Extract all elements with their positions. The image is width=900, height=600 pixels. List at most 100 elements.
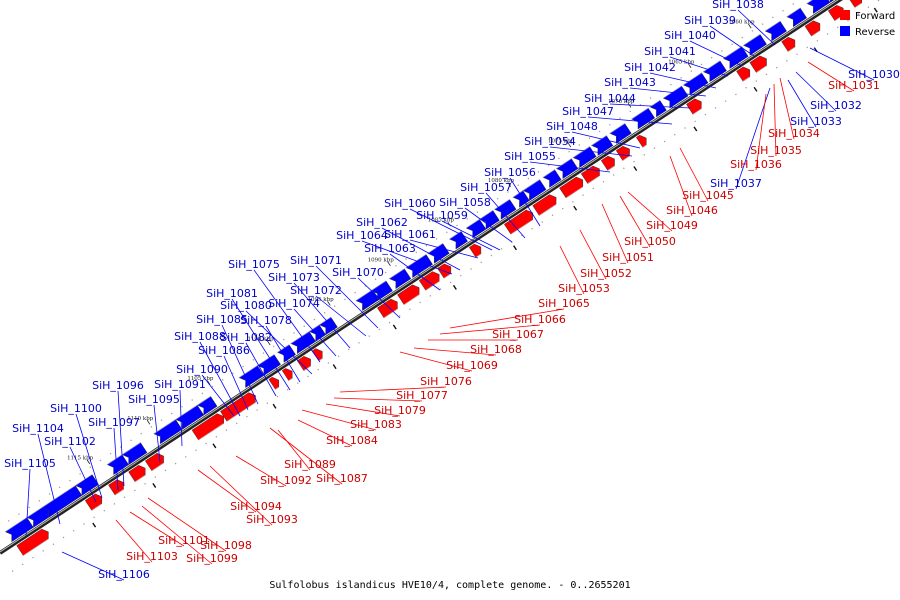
forward-gene-label: SiH_1092 [260, 474, 312, 487]
reverse-gene-38-shade [743, 33, 761, 46]
reverse-gene-label: SiH_1070 [332, 266, 384, 279]
forward-gene-15-shade [443, 273, 452, 279]
reverse-gene-18-shade [388, 268, 405, 279]
forward-gene-label: SiH_1046 [666, 204, 718, 217]
forward-gene-label: SiH_1093 [246, 513, 298, 526]
genome-backbone [0, 0, 881, 572]
forward-gene-16-shade [475, 253, 482, 258]
forward-gene-25 [736, 66, 751, 82]
reverse-gene-26 [522, 179, 547, 202]
forward-gene-4-shade [134, 474, 146, 483]
reverse-gene-4 [74, 474, 99, 496]
reverse-gene-label: SiH_1091 [154, 378, 206, 391]
genome-caption: Sulfolobus islandicus HVE10/4, complete … [269, 580, 630, 591]
reverse-gene-label: SiH_1082 [220, 331, 272, 344]
forward-strand-genes [16, 0, 862, 557]
reverse-gene-label: SiH_1064 [336, 229, 388, 242]
forward-leader-line [627, 191, 673, 232]
forward-gene-22 [615, 145, 630, 161]
reverse-leader-line [75, 413, 103, 499]
reverse-leader-line [245, 342, 277, 397]
reverse-gene-label: SiH_1054 [524, 135, 576, 148]
reverse-gene-21-shade [449, 230, 462, 240]
forward-gene-22-shade [622, 155, 630, 161]
reverse-leader-line [737, 9, 776, 46]
legend-label-forward: Forward [855, 11, 895, 22]
forward-gene-28 [804, 20, 821, 37]
reverse-gene-label: SiH_1038 [712, 0, 764, 11]
reverse-gene-label: SiH_1085 [196, 313, 248, 326]
reverse-leader-line [117, 390, 125, 487]
reverse-gene-40 [786, 7, 808, 28]
reverse-leader-line [61, 551, 125, 581]
reverse-gene-39-shade [764, 20, 781, 32]
reverse-gene-5 [106, 454, 129, 476]
reverse-leader-line [485, 192, 526, 239]
reverse-leader-line [25, 468, 31, 537]
forward-tick-mark [693, 126, 698, 132]
reverse-leader-line [669, 56, 729, 77]
forward-leader-line [129, 511, 185, 547]
reverse-gene-36 [702, 60, 727, 83]
reverse-gene-15-shade [318, 316, 332, 326]
forward-gene-3 [108, 479, 124, 496]
reverse-leader-line [113, 427, 119, 491]
scale-tick-label: 1065 kbp [668, 59, 695, 65]
reverse-gene-label: SiH_1048 [546, 120, 598, 133]
forward-leader-line [601, 203, 629, 264]
forward-gene-18 [532, 194, 557, 216]
forward-gene-13 [397, 284, 420, 306]
forward-gene-8 [268, 376, 280, 390]
reverse-gene-9-shade [196, 395, 211, 406]
forward-gene-label: SiH_1066 [514, 313, 566, 326]
forward-gene-5-shade [151, 462, 164, 472]
reverse-leader-line [441, 220, 501, 251]
reverse-gene-label: SiH_1063 [364, 242, 416, 255]
forward-tick-mark [152, 482, 157, 488]
reverse-leader-line [787, 79, 817, 128]
forward-leader-line [269, 427, 343, 485]
reverse-gene-10-shade [238, 365, 258, 379]
scale-tick-mark [86, 459, 91, 465]
forward-gene-label: SiH_1089 [284, 458, 336, 471]
forward-gene-label: SiH_1034 [768, 127, 820, 140]
reverse-gene-label: SiH_1095 [128, 393, 180, 406]
reverse-leader-line [689, 40, 743, 67]
forward-leader-line [779, 77, 795, 140]
forward-gene-label: SiH_1076 [420, 375, 472, 388]
forward-gene-label: SiH_1087 [316, 472, 368, 485]
reverse-gene-6 [121, 442, 148, 466]
forward-gene-label: SiH_1035 [750, 144, 802, 157]
backbone-highlight [0, 0, 839, 553]
forward-gene-2-shade [91, 503, 103, 511]
reverse-leader-line [199, 341, 241, 417]
forward-gene-19-shade [565, 186, 584, 199]
reverse-gene-label: SiH_1071 [290, 254, 342, 267]
reverse-leader-line [464, 207, 513, 243]
forward-gene-23-shade [642, 144, 647, 148]
scale-tick-mark [146, 419, 151, 425]
reverse-leader-line [293, 308, 337, 357]
reverse-leader-line [571, 131, 641, 149]
reverse-leader-line [587, 116, 673, 125]
reverse-leader-line [795, 71, 837, 112]
forward-gene-21 [600, 155, 615, 171]
reverse-leader-line [381, 227, 461, 271]
forward-gene-12-shade [383, 308, 398, 319]
reverse-gene-3-shade [41, 485, 76, 508]
forward-gene-14-shade [425, 281, 440, 291]
reverse-leader-line [509, 177, 541, 227]
scale-tick-label: 1110 kbp [127, 416, 154, 422]
reverse-gene-31 [609, 123, 632, 144]
forward-leader-line [439, 324, 541, 335]
reverse-gene-label: SiH_1060 [384, 197, 436, 210]
forward-gene-30 [849, 0, 862, 8]
reverse-leader-line [179, 389, 183, 447]
reverse-leader-line [609, 103, 691, 109]
reverse-gene-35-shade [682, 72, 702, 86]
forward-tick-mark [633, 166, 638, 172]
forward-gene-label: SiH_1084 [326, 434, 378, 447]
reverse-gene-label: SiH_1081 [206, 287, 258, 300]
reverse-gene-label: SiH_1039 [684, 14, 736, 27]
